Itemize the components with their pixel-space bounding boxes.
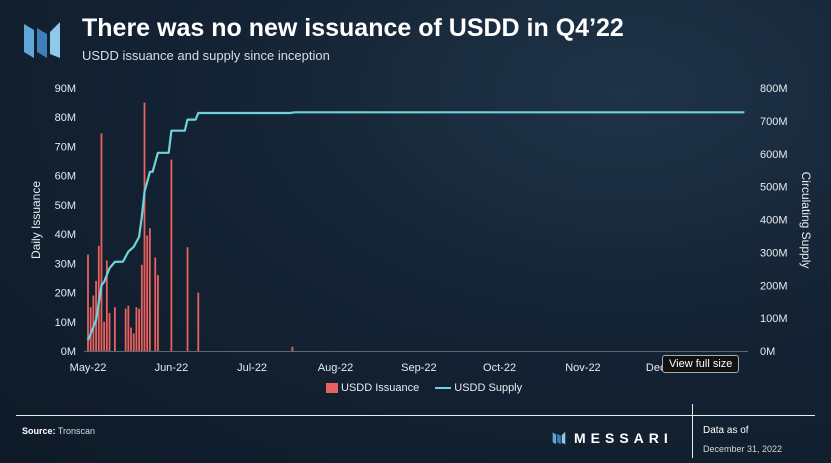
messari-logo-icon [24, 22, 60, 58]
legend-label: USDD Issuance [341, 382, 420, 394]
issuance-bar [124, 308, 127, 351]
y-axis-label: Daily Issuance [29, 181, 43, 259]
issuance-swatch [326, 383, 338, 394]
issuance-bar [108, 313, 111, 351]
issuance-bar [114, 307, 116, 351]
y-tick-label: 70M [55, 141, 76, 153]
y-tick-label: 20M [55, 288, 76, 300]
legend-item-supply: USDD Supply [435, 382, 522, 394]
issuance-bar [143, 102, 146, 351]
issuance-bar [148, 228, 151, 351]
y2-tick-label: 300M [760, 247, 788, 259]
issuance-bar [157, 275, 159, 351]
y2-tick-label: 500M [760, 182, 788, 194]
y2-tick-label: 700M [760, 116, 788, 128]
issuance-bar [170, 159, 173, 351]
issuance-bar [87, 254, 89, 351]
issuance-bar [89, 307, 92, 351]
issuance-bar [135, 307, 138, 351]
footer-vertical-divider [692, 404, 693, 458]
x-tick-label: Sep-22 [401, 362, 436, 374]
data-as-of-label: Data as of [703, 425, 749, 436]
x-tick-label: May-22 [70, 362, 107, 374]
y-tick-label: 80M [55, 112, 76, 124]
y-tick-label: 0M [61, 346, 76, 358]
view-full-size-button[interactable]: View full size [662, 355, 740, 373]
y2-tick-label: 600M [760, 149, 788, 161]
issuance-bar [105, 260, 108, 351]
issuance-bar [146, 235, 149, 351]
y-tick-label: 50M [55, 200, 76, 212]
footer-divider [16, 415, 815, 416]
legend: USDD Issuance USDD Supply [326, 382, 522, 394]
y2-tick-label: 400M [760, 215, 788, 227]
x-tick-label: Aug-22 [318, 362, 353, 374]
y-tick-label: 90M [55, 83, 76, 95]
issuance-bar [197, 292, 200, 351]
y2-tick-label: 100M [760, 313, 788, 325]
issuance-bar [138, 308, 141, 351]
issuance-bar [154, 257, 157, 351]
y-tick-label: 60M [55, 171, 76, 183]
issuance-bar [132, 333, 135, 351]
issuance-bar [100, 133, 103, 351]
y2-tick-label: 200M [760, 280, 788, 292]
y-tick-label: 10M [55, 317, 76, 329]
y-tick-label: 30M [55, 258, 76, 270]
chart-area: 0M 10M 20M 30M 40M 50M 60M 70M 80M 90M 0M 100M 200M 3… [29, 83, 813, 374]
chart-subtitle: USDD issuance and supply since inception [82, 48, 330, 63]
x-tick-label: Jun-22 [155, 362, 189, 374]
issuance-bar [186, 247, 189, 351]
x-tick-label: Oct-22 [483, 362, 516, 374]
legend-item-issuance: USDD Issuance [326, 382, 419, 394]
supply-line [86, 111, 745, 341]
supply-swatch [435, 387, 452, 390]
issuance-bar [140, 264, 143, 351]
y-tick-label: 40M [55, 229, 76, 241]
y2-tick-label: 0M [760, 346, 775, 358]
x-tick-label: Jul-22 [237, 362, 267, 374]
y2-tick-label: 800M [760, 83, 788, 95]
source-text: Source: Tronscan [22, 426, 96, 436]
issuance-bar [130, 327, 132, 351]
issuance-bar [103, 321, 106, 351]
x-tick-label: Nov-22 [565, 362, 600, 374]
chart-title: There was no new issuance of USDD in Q4’… [82, 14, 624, 42]
brand-logo: MESSARI [552, 430, 673, 446]
y2-axis-label: Circulating Supply [799, 172, 813, 269]
issuance-bar [127, 305, 130, 351]
issuance-bar [92, 295, 95, 351]
issuance-bar [291, 346, 294, 351]
legend-label: USDD Supply [454, 382, 523, 394]
messari-mark-icon [552, 431, 566, 445]
data-as-of-date: December 31, 2022 [703, 444, 783, 454]
